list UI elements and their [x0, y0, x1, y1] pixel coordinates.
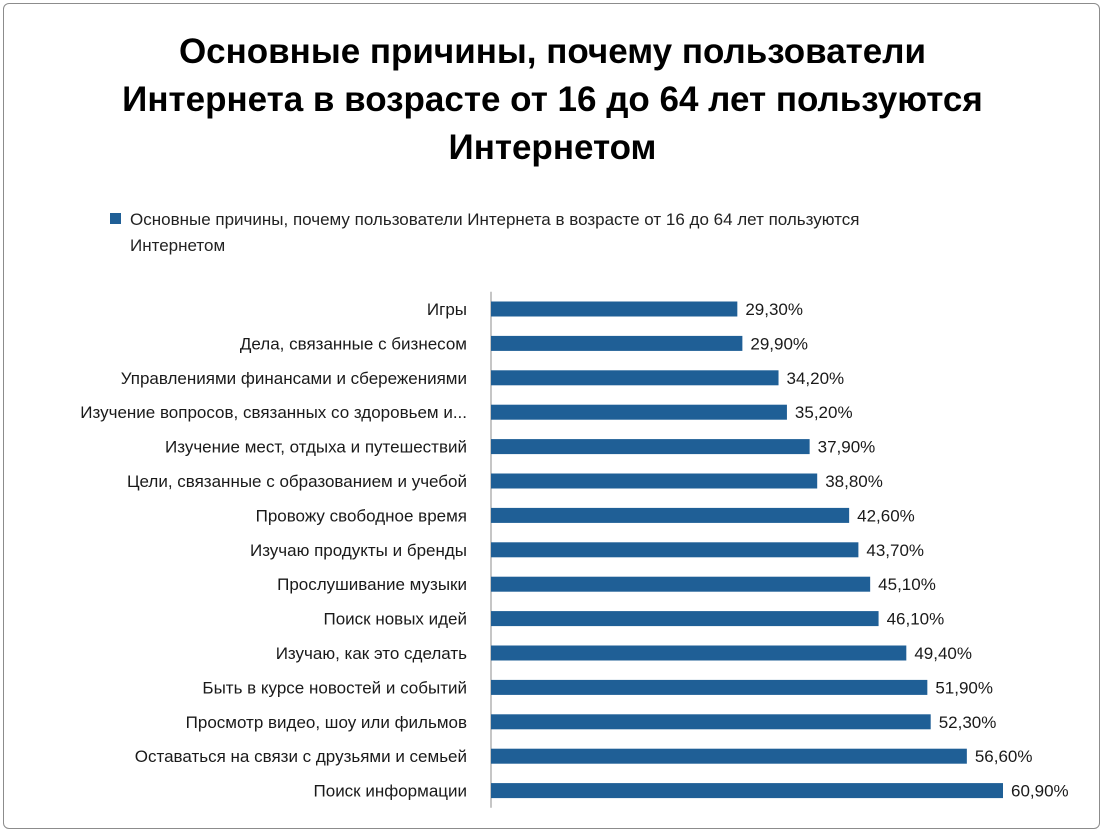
- data-label-10: 46,10%: [887, 610, 945, 629]
- bar-3: [491, 370, 779, 386]
- category-label-13: Просмотр видео, шоу или фильмов: [186, 713, 467, 732]
- data-label-6: 38,80%: [825, 472, 883, 491]
- bar-10: [491, 611, 879, 627]
- data-label-14: 56,60%: [975, 747, 1033, 766]
- legend-entry: Основные причины, почему пользователи Ин…: [130, 207, 1010, 259]
- bar-8: [491, 542, 859, 558]
- legend-entry-line-2: Интернетом: [130, 236, 226, 255]
- category-label-11: Изучаю, как это сделать: [276, 644, 467, 663]
- data-label-12: 51,90%: [935, 678, 993, 697]
- data-label-2: 29,90%: [750, 334, 808, 353]
- category-label-7: Провожу свободное время: [256, 506, 467, 525]
- category-label-2: Дела, связанные с бизнесом: [240, 334, 467, 353]
- data-label-15: 60,90%: [1011, 782, 1069, 801]
- legend-swatch: [110, 213, 121, 224]
- data-label-11: 49,40%: [914, 644, 972, 663]
- bar-4: [491, 404, 787, 420]
- data-label-8: 43,70%: [866, 541, 924, 560]
- bar-15: [491, 783, 1003, 799]
- chart-title: Основные причины, почему пользователи Ин…: [0, 28, 1105, 172]
- bar-7: [491, 507, 850, 523]
- category-label-12: Быть в курсе новостей и событий: [202, 678, 467, 697]
- data-label-4: 35,20%: [795, 403, 853, 422]
- category-label-10: Поиск новых идей: [323, 610, 467, 629]
- data-label-13: 52,30%: [939, 713, 997, 732]
- bar-1: [491, 301, 738, 317]
- category-label-1: Игры: [427, 300, 467, 319]
- data-label-3: 34,20%: [787, 369, 845, 388]
- data-label-5: 37,90%: [818, 438, 876, 457]
- category-label-4: Изучение вопросов, связанных со здоровье…: [80, 403, 467, 422]
- bar-11: [491, 645, 907, 661]
- bar-6: [491, 473, 818, 489]
- bar-12: [491, 679, 928, 695]
- category-label-14: Оставаться на связи с друзьями и семьей: [135, 747, 467, 766]
- bar-2: [491, 335, 743, 351]
- category-label-3: Управлениями финансами и сбережениями: [121, 369, 467, 388]
- bar-5: [491, 439, 810, 455]
- category-label-5: Изучение мест, отдыха и путешествий: [165, 438, 467, 457]
- bar-14: [491, 748, 967, 764]
- category-label-15: Поиск информации: [314, 782, 467, 801]
- category-label-6: Цели, связанные с образованием и учебой: [127, 472, 467, 491]
- bar-9: [491, 576, 871, 592]
- data-label-9: 45,10%: [878, 575, 936, 594]
- category-label-8: Изучаю продукты и бренды: [250, 541, 467, 560]
- chart-title-line-1: Основные причины, почему пользователи: [178, 32, 927, 71]
- data-label-1: 29,30%: [745, 300, 803, 319]
- bar-13: [491, 714, 931, 730]
- data-label-7: 42,60%: [857, 506, 915, 525]
- chart-title-line-3: Интернетом: [448, 128, 657, 167]
- category-label-9: Прослушивание музыки: [277, 575, 467, 594]
- legend-entry-line-1: Основные причины, почему пользователи Ин…: [130, 210, 860, 229]
- chart-title-line-2: Интернета в возрасте от 16 до 64 лет пол…: [122, 80, 983, 119]
